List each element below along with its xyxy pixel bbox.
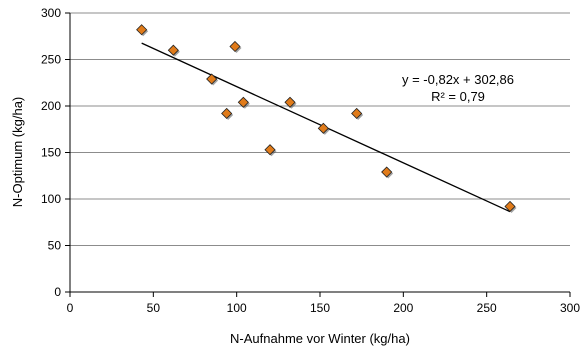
x-tick-label-300: 300 — [560, 301, 580, 315]
y-tick-label-250: 250 — [41, 53, 61, 67]
data-point-7 — [284, 96, 296, 108]
y-axis-title: N-Optimum (kg/ha) — [10, 97, 25, 208]
data-point-0 — [136, 24, 148, 36]
x-tick-label-250: 250 — [477, 301, 497, 315]
data-point-6 — [264, 144, 276, 156]
data-point-8 — [317, 122, 329, 134]
data-points — [136, 24, 517, 213]
data-point-1 — [167, 44, 179, 56]
data-point-4 — [229, 40, 241, 53]
trendline-r2: R² = 0,79 — [431, 89, 485, 104]
data-point-5 — [237, 96, 249, 108]
axes — [65, 12, 571, 297]
data-point-9 — [351, 107, 363, 120]
y-tick-label-100: 100 — [41, 192, 61, 206]
gridlines — [70, 12, 570, 246]
data-point-11 — [504, 200, 516, 213]
y-tick-label-300: 300 — [41, 6, 61, 20]
y-tick-label-200: 200 — [41, 99, 61, 113]
data-point-3 — [221, 107, 233, 120]
data-point-2 — [206, 73, 218, 85]
x-tick-labels: 0 50 100 150 200 250 300 — [67, 301, 581, 315]
x-tick-label-100: 100 — [227, 301, 247, 315]
y-tick-label-50: 50 — [48, 239, 62, 253]
x-tick-label-0: 0 — [67, 301, 74, 315]
x-tick-label-200: 200 — [393, 301, 413, 315]
y-tick-label-0: 0 — [54, 285, 61, 299]
data-point-10 — [381, 166, 393, 178]
y-tick-label-150: 150 — [41, 146, 61, 160]
x-tick-label-50: 50 — [147, 301, 161, 315]
x-axis-title: N-Aufnahme vor Winter (kg/ha) — [230, 331, 410, 346]
trendline-equation: y = -0,82x + 302,86 — [402, 72, 514, 87]
x-tick-label-150: 150 — [310, 301, 330, 315]
y-tick-labels: 0 50 100 150 200 250 300 — [41, 6, 61, 299]
